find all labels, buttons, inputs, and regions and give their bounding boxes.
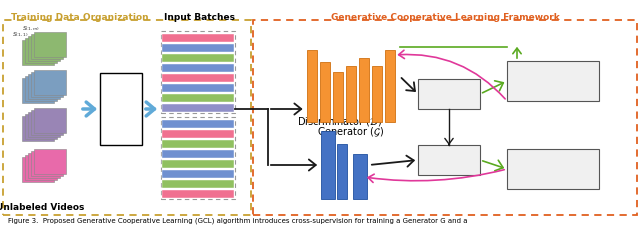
Bar xyxy=(162,140,234,148)
Text: Input Batches: Input Batches xyxy=(164,13,236,22)
Bar xyxy=(353,154,367,199)
Bar xyxy=(162,129,234,138)
Bar xyxy=(307,50,317,122)
Bar xyxy=(418,79,480,109)
Text: $\mathcal{D}$ Loss: $\mathcal{D}$ Loss xyxy=(431,154,467,166)
Bar xyxy=(507,61,599,101)
Bar xyxy=(507,149,599,189)
Bar xyxy=(28,112,60,137)
Text: Generator ($\mathcal{G}$): Generator ($\mathcal{G}$) xyxy=(317,125,383,139)
Bar xyxy=(22,116,54,141)
Bar xyxy=(162,54,234,62)
Text: Training Data Organization: Training Data Organization xyxy=(11,13,149,22)
Bar xyxy=(162,160,234,168)
Bar xyxy=(337,144,347,199)
Bar xyxy=(162,119,234,128)
Bar xyxy=(22,78,54,103)
Bar xyxy=(321,131,335,199)
Text: $V_1$: $V_1$ xyxy=(43,46,55,60)
Bar xyxy=(34,70,66,95)
Text: $V_2$: $V_2$ xyxy=(43,84,55,98)
Bar xyxy=(31,151,63,176)
Bar xyxy=(31,72,63,97)
Bar xyxy=(319,62,330,122)
Bar xyxy=(162,44,234,52)
Text: Unlabeled Videos: Unlabeled Videos xyxy=(0,202,84,212)
Bar xyxy=(25,76,57,101)
Bar xyxy=(162,94,234,102)
Bar xyxy=(34,32,66,57)
Text: $S_{(1,1)}$: $S_{(1,1)}$ xyxy=(12,31,29,39)
Bar xyxy=(22,157,54,182)
Bar xyxy=(358,58,369,122)
Text: $S_{(1,m)}$: $S_{(1,m)}$ xyxy=(22,25,40,33)
Bar xyxy=(162,180,234,188)
Bar xyxy=(418,145,480,175)
Bar xyxy=(162,170,234,178)
Text: Figure 3.  Proposed Generative Cooperative Learning (GCL) algorithm introduces c: Figure 3. Proposed Generative Cooperativ… xyxy=(8,218,467,224)
Bar xyxy=(346,66,355,122)
Bar xyxy=(25,38,57,63)
Bar xyxy=(31,34,63,59)
Bar xyxy=(385,50,394,122)
Bar xyxy=(161,117,235,199)
Bar xyxy=(162,34,234,42)
Text: Discriminator ($\mathcal{D}$): Discriminator ($\mathcal{D}$) xyxy=(298,114,383,128)
Bar xyxy=(162,74,234,82)
Bar xyxy=(253,20,637,215)
Bar xyxy=(162,64,234,72)
Text: Pseudo-labels
from Discriminator: Pseudo-labels from Discriminator xyxy=(511,159,595,179)
Bar xyxy=(22,40,54,65)
Bar xyxy=(162,190,234,198)
Bar xyxy=(31,110,63,135)
Bar xyxy=(100,73,142,145)
Bar xyxy=(28,153,60,178)
Text: $\mathcal{G}$ Loss: $\mathcal{G}$ Loss xyxy=(432,87,466,101)
Text: Feature
Extractor: Feature Extractor xyxy=(111,90,131,128)
Bar xyxy=(333,72,342,122)
Bar xyxy=(162,104,234,112)
Text: $\vdots$: $\vdots$ xyxy=(31,113,40,127)
Bar xyxy=(162,84,234,92)
Bar xyxy=(162,150,234,158)
Text: $V_n$: $V_n$ xyxy=(43,163,56,177)
Bar xyxy=(25,155,57,180)
Bar xyxy=(25,114,57,139)
Text: Generative Cooperative Learning Framework: Generative Cooperative Learning Framewor… xyxy=(331,13,559,22)
Bar xyxy=(161,31,235,113)
Text: Pseudo-labels
from Generator: Pseudo-labels from Generator xyxy=(518,71,588,91)
Bar xyxy=(3,20,251,215)
Bar xyxy=(34,149,66,174)
Bar xyxy=(371,66,381,122)
Bar xyxy=(28,36,60,61)
Bar xyxy=(34,108,66,133)
Bar xyxy=(28,74,60,99)
